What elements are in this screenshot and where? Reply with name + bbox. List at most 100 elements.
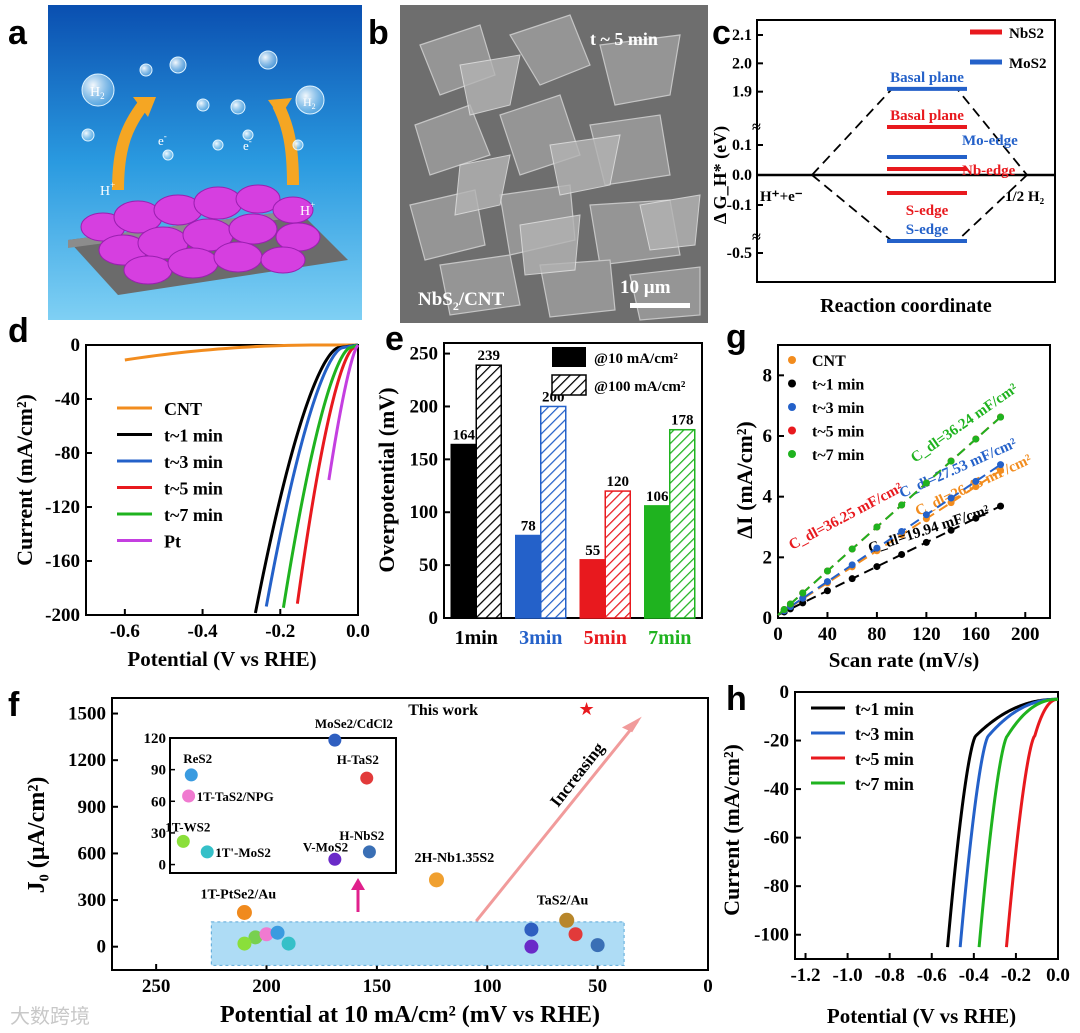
panel-label-g: g: [726, 318, 747, 356]
f-inset-y-tick-label: 0: [159, 858, 167, 874]
g-data-point: [898, 550, 906, 558]
h-y-tick-label: -60: [764, 828, 789, 849]
e-value-label: 120: [607, 474, 630, 490]
f-y-tick-label: 1200: [68, 750, 106, 771]
h-y-axis-label: Current (mA/cm²): [719, 744, 744, 916]
d-x-tick-label: -0.2: [265, 621, 295, 642]
g-data-point: [799, 589, 807, 597]
f-plot-frame: [111, 697, 709, 971]
f-y-tick-label: 0: [97, 937, 107, 958]
d-x-axis-label: Potential (V vs RHE): [127, 647, 316, 671]
f-inset-y-tick-label: 90: [151, 763, 166, 779]
f-inset-point-label: MoSe2/CdCl2: [315, 716, 393, 731]
g-x-axis-label: Scan rate (mV/s): [829, 648, 979, 672]
f-y-tick-label: 1500: [68, 704, 106, 725]
e-y-tick-label: 0: [429, 608, 439, 629]
f-inset-point-label: 1T-TaS2/NPG: [197, 789, 274, 804]
g-x-tick-label: 160: [962, 624, 991, 645]
h-plot-frame: [794, 691, 1059, 960]
h-legend-label: t~3 min: [855, 724, 914, 744]
d-legend-label: t~7 min: [164, 505, 223, 525]
d-legend-label: t~3 min: [164, 452, 223, 472]
e-y-tick-label: 150: [410, 449, 439, 470]
d-y-tick-label: -160: [45, 551, 80, 572]
d-x-tick-label: 0.0: [346, 621, 370, 642]
e-legend-swatch-hatched: [551, 374, 587, 396]
f-data-point: [236, 904, 252, 920]
g-data-point: [823, 578, 831, 586]
c-y-axis-label: Δ G_H* (eV): [712, 126, 731, 224]
f-region-point: [237, 936, 252, 951]
sem-time-label: t ~ 5 min: [590, 29, 658, 49]
f-y-axis-label: J₀ (µA/cm²): [24, 777, 50, 894]
g-y-tick-label: 4: [763, 487, 773, 508]
d-y-tick-label: -40: [55, 389, 80, 410]
g-data-point: [848, 545, 856, 553]
e-value-label: 239: [478, 348, 501, 364]
f-x-tick-label: 100: [473, 976, 502, 997]
e-bar-100: [604, 490, 631, 619]
panel-c-free-energy-diagram: 2.12.01.90.10.0-0.1-0.5≈≈Basal planeBasa…: [712, 19, 1056, 317]
f-data-point: [428, 872, 444, 888]
g-legend-marker: [788, 426, 796, 435]
f-inset-point: [182, 789, 196, 803]
e-y-tick-label: 250: [410, 344, 439, 365]
bubble-h2-label: H2: [90, 85, 105, 101]
h-x-tick-label: -1.2: [790, 965, 820, 986]
f-point-label: TaS2/Au: [537, 893, 589, 908]
h-y-tick-label: -100: [754, 925, 789, 946]
g-legend-label: t~3 min: [812, 400, 864, 417]
f-inset-point: [362, 845, 376, 859]
g-fit-line: [777, 416, 1002, 616]
g-legend-marker: [788, 403, 796, 411]
g-y-tick-label: 6: [763, 426, 773, 447]
c-plot-frame: [756, 19, 1056, 283]
c-state-right: 1/2 H₂: [1005, 189, 1045, 205]
g-legend-label: t~5 min: [812, 424, 864, 441]
f-inset-y-tick-label: 60: [151, 794, 166, 810]
h-legend-label: t~7 min: [855, 774, 914, 794]
g-legend-marker: [788, 450, 796, 458]
g-data-point: [922, 538, 930, 546]
e-bar-10: [644, 505, 671, 619]
c-level-label: Nb-edge: [962, 163, 1016, 179]
f-inset-point-label: 1T'-MoS2: [215, 845, 271, 860]
d-x-tick-label: -0.4: [188, 621, 219, 642]
g-data-point: [947, 494, 955, 502]
g-data-point: [922, 479, 930, 487]
f-region-point: [270, 925, 285, 940]
d-series-line: [281, 343, 359, 608]
c-axis-break: ≈: [752, 229, 761, 246]
g-data-point: [972, 477, 980, 485]
c-y-tick-label: 2.0: [732, 55, 752, 72]
c-y-tick-label: -0.5: [727, 245, 752, 262]
f-inset-point-label: 1T-WS2: [165, 819, 210, 834]
d-legend-label: Pt: [164, 532, 181, 552]
bubble-h2-label-right: H2: [303, 95, 316, 111]
f-increasing-arrow: [475, 720, 639, 922]
panel-b-sem-image: t ~ 5 min NbS2/CNT 10 µm: [400, 5, 708, 323]
scale-bar-label: 10 µm: [620, 277, 671, 298]
f-this-work-label: This work: [408, 702, 478, 719]
g-y-axis-label: ΔI (mA/cm²): [732, 421, 757, 539]
g-x-tick-label: 200: [1011, 624, 1040, 645]
c-legend-label: NbS2: [1009, 26, 1044, 42]
e-value-label: 178: [671, 413, 694, 429]
g-y-tick-label: 2: [763, 547, 773, 568]
g-fit-line: [777, 505, 1001, 616]
g-data-point: [997, 502, 1005, 510]
h-y-tick-label: -40: [764, 779, 789, 800]
sem-sample-label: NbS2/CNT: [418, 289, 505, 313]
c-level-label: Mo-edge: [962, 133, 1018, 149]
c-y-tick-label: 2.1: [732, 27, 752, 44]
g-data-point: [997, 413, 1005, 421]
c-axis-break: ≈: [752, 119, 761, 136]
electron-label-right: e-: [243, 136, 252, 153]
f-y-tick-label: 600: [78, 843, 107, 864]
panel-e-overpotential-chart: 0501001502002501642391min782003min551205…: [374, 342, 703, 649]
d-y-axis-label: Current (mA/cm²): [12, 394, 37, 566]
proton-label-right: H+: [300, 200, 315, 219]
f-inset-point-label: ReS2: [183, 751, 212, 766]
f-region-point: [281, 936, 296, 951]
f-region-point: [524, 922, 539, 937]
